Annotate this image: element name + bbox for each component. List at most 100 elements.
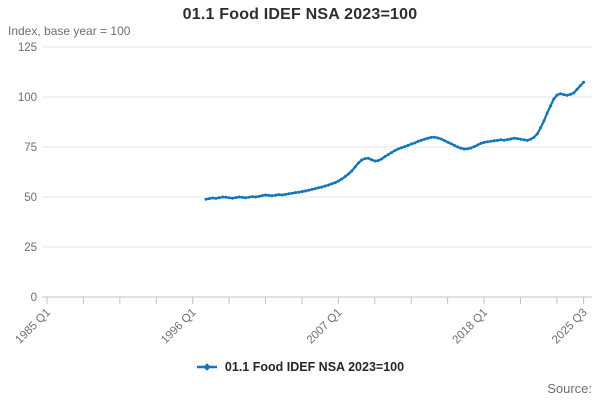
series-point-marker — [211, 196, 215, 200]
series-point-marker — [409, 142, 413, 146]
series-point-marker — [439, 137, 443, 141]
series-point-marker — [479, 141, 483, 145]
series-point-marker — [462, 147, 466, 151]
series-point-marker — [459, 146, 463, 150]
series-point-marker — [515, 137, 519, 141]
series-point-marker — [413, 141, 417, 145]
series-point-marker — [396, 147, 400, 151]
y-tick-label: 100 — [18, 92, 37, 104]
series-point-marker — [337, 179, 340, 183]
series-point-marker — [207, 197, 211, 201]
series-point-marker — [346, 172, 350, 176]
series-point-marker — [221, 195, 225, 199]
series-point-marker — [406, 143, 410, 147]
legend[interactable]: 01.1 Food IDEF NSA 2023=100 — [0, 358, 600, 376]
series-point-marker — [578, 84, 582, 88]
series-point-marker — [496, 138, 499, 142]
series-point-marker — [231, 196, 234, 200]
series-point-marker — [489, 139, 493, 143]
series-point-marker — [476, 143, 480, 147]
series-point-marker — [327, 183, 331, 187]
series-point-marker — [260, 194, 264, 198]
series-point-marker — [330, 182, 334, 186]
series-point-marker — [237, 195, 241, 199]
series-point-marker — [370, 158, 374, 162]
series-point-marker — [244, 196, 248, 200]
series-point-marker — [549, 104, 552, 108]
chart-plot-area: 0 25 50 75 100 125 1985 Q1 1996 Q1 2007 Q1 2018 Q… — [13, 42, 592, 347]
series-point-marker — [505, 138, 509, 142]
x-tick-label: 1996 Q1 — [159, 307, 199, 347]
series-point-marker — [390, 151, 393, 155]
series-point-marker — [555, 93, 559, 97]
series-point-marker — [519, 137, 523, 141]
series-point-marker — [403, 145, 407, 149]
series-point-marker — [254, 195, 258, 199]
series-point-marker — [317, 186, 321, 190]
series-point-marker — [366, 156, 370, 160]
series-point-marker — [250, 195, 254, 199]
series-point-marker — [267, 193, 271, 197]
series-point-marker — [376, 159, 380, 163]
series-point-marker — [257, 194, 261, 198]
series-point-marker — [224, 195, 228, 199]
series-point-marker — [522, 138, 526, 142]
series-point-marker — [443, 139, 446, 143]
series-point-marker — [274, 193, 278, 197]
series-point-marker — [264, 193, 268, 197]
chart-title: 01.1 Food IDEF NSA 2023=100 — [182, 6, 418, 23]
series-point-marker — [539, 126, 542, 130]
series-point-marker — [572, 91, 576, 95]
series-point-marker — [529, 137, 533, 141]
series-point-marker — [340, 177, 344, 181]
series-point-marker — [313, 187, 317, 191]
series-point-marker — [433, 135, 436, 139]
series-point-marker — [247, 195, 251, 199]
x-tick-label: 2025 Q3 — [550, 307, 590, 347]
series-point-marker — [426, 136, 430, 140]
series-point-marker — [562, 93, 566, 97]
series-point-marker — [429, 135, 433, 139]
series-point-marker — [568, 92, 572, 96]
series-point-marker — [436, 136, 440, 140]
series-point-marker — [575, 87, 579, 91]
series-point-marker — [545, 111, 549, 115]
series-point-marker — [383, 155, 387, 159]
series-point-marker — [416, 139, 420, 143]
series-point-marker — [499, 138, 503, 142]
series-point-marker — [423, 137, 427, 141]
series-point-marker — [204, 197, 208, 201]
series-point-marker — [303, 189, 307, 193]
y-tick-label: 75 — [24, 142, 37, 154]
series-point-marker — [535, 132, 539, 136]
series-point-marker — [353, 165, 357, 169]
series-point-marker — [320, 185, 324, 189]
series-point-marker — [492, 139, 496, 143]
legend-series-label: 01.1 Food IDEF NSA 2023=100 — [224, 360, 405, 374]
series-point-marker — [310, 187, 314, 191]
series-point-marker — [525, 138, 529, 142]
series-point-marker — [446, 140, 450, 144]
series-point-marker — [456, 145, 460, 149]
line-chart-svg: 0 25 50 75 100 125 1985 Q1 1996 Q1 2007 Q1 2018 Q… — [13, 42, 592, 347]
series-point-marker — [565, 93, 569, 97]
series-point-marker — [270, 194, 274, 198]
series-point-marker — [300, 190, 304, 194]
series-point-marker — [214, 196, 218, 200]
series-point-marker — [393, 149, 397, 153]
x-tick-label: 2018 Q1 — [450, 307, 490, 347]
legend-line-marker-icon — [196, 363, 217, 371]
series-point-marker — [532, 135, 536, 139]
y-axis-unit-label: Index, base year = 100 — [8, 24, 131, 38]
series-point-marker — [472, 145, 476, 149]
series-point-marker — [290, 191, 294, 195]
series-point-marker — [287, 192, 291, 196]
series-point-marker — [542, 119, 546, 123]
series-point-marker — [307, 188, 311, 192]
series-point-marker — [217, 196, 221, 200]
y-tick-label: 0 — [31, 292, 37, 304]
series-point-marker — [333, 181, 337, 185]
source-label: Source: — [547, 381, 592, 396]
y-tick-label: 50 — [24, 192, 37, 204]
series-point-marker — [449, 142, 453, 146]
